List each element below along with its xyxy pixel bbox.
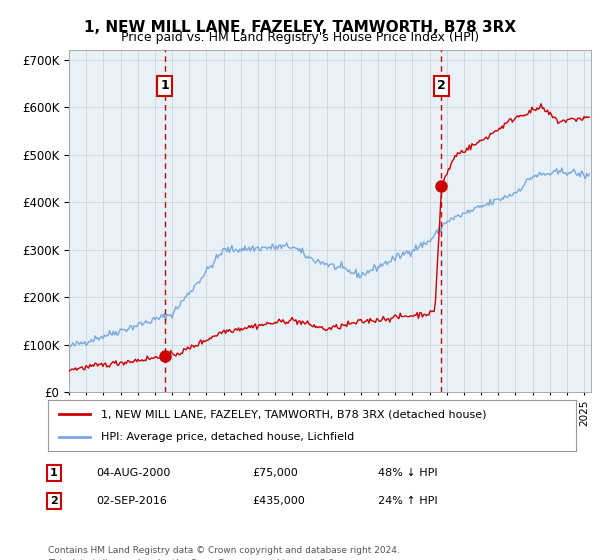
Text: 48% ↓ HPI: 48% ↓ HPI [378, 468, 437, 478]
Text: 24% ↑ HPI: 24% ↑ HPI [378, 496, 437, 506]
Text: £75,000: £75,000 [252, 468, 298, 478]
Text: Price paid vs. HM Land Registry's House Price Index (HPI): Price paid vs. HM Land Registry's House … [121, 31, 479, 44]
Text: 02-SEP-2016: 02-SEP-2016 [96, 496, 167, 506]
Text: 1, NEW MILL LANE, FAZELEY, TAMWORTH, B78 3RX (detached house): 1, NEW MILL LANE, FAZELEY, TAMWORTH, B78… [101, 409, 487, 419]
Text: 1: 1 [160, 80, 169, 92]
Text: 1, NEW MILL LANE, FAZELEY, TAMWORTH, B78 3RX: 1, NEW MILL LANE, FAZELEY, TAMWORTH, B78… [84, 20, 516, 35]
Text: 2: 2 [50, 496, 58, 506]
Text: £435,000: £435,000 [252, 496, 305, 506]
Text: Contains HM Land Registry data © Crown copyright and database right 2024.
This d: Contains HM Land Registry data © Crown c… [48, 546, 400, 560]
Text: 04-AUG-2000: 04-AUG-2000 [96, 468, 170, 478]
Text: 1: 1 [50, 468, 58, 478]
Text: 2: 2 [437, 80, 445, 92]
Text: HPI: Average price, detached house, Lichfield: HPI: Average price, detached house, Lich… [101, 432, 354, 442]
